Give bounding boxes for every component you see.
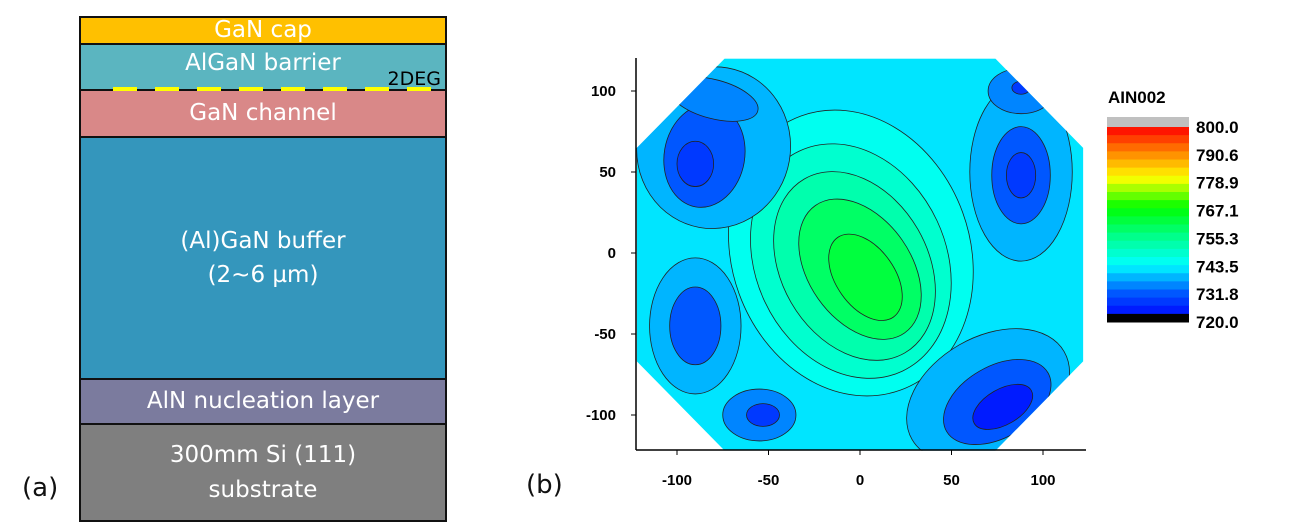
colorbar-band (1107, 192, 1189, 201)
contour-region (669, 286, 722, 366)
contour-region (746, 403, 780, 427)
colorbar-tick-label: 731.8 (1196, 285, 1239, 304)
contour-region (1011, 80, 1031, 95)
layer-si-substrate: 300mm Si (111) substrate (81, 425, 445, 520)
colorbar-tick-label: 800.0 (1196, 118, 1239, 137)
layer-label: (Al)GaN buffer (180, 227, 346, 254)
contour-layers (636, 58, 1084, 451)
colorbar-band (1107, 167, 1189, 177)
contour-region (972, 383, 1034, 430)
2deg-dashed-line (81, 87, 445, 93)
layer-label: GaN cap (214, 17, 312, 44)
layer-label: 300mm Si (111) (169, 442, 357, 468)
2deg-label: 2DEG (387, 68, 441, 90)
layer-aln-nucleation: AlN nucleation layer (81, 380, 445, 425)
colorbar-band (1107, 305, 1189, 315)
x-tick-label: -100 (662, 472, 692, 489)
colorbar-band (1107, 143, 1189, 152)
panel-a-label: (a) (22, 473, 59, 503)
colorbar-band (1107, 216, 1189, 225)
colorbar-band (1107, 248, 1189, 258)
x-tick-label: -50 (758, 472, 780, 489)
layer-sublabel: (2~6 µm) (207, 262, 319, 288)
x-tick-label: 0 (856, 472, 864, 489)
colorbar-band (1107, 183, 1189, 193)
y-tick-label: -100 (586, 407, 616, 424)
layer-label: AlGaN barrier (185, 49, 341, 76)
colorbar-overflow (1107, 117, 1189, 127)
colorbar-band (1107, 151, 1189, 160)
y-tick-label: 100 (591, 83, 616, 100)
colorbar-band (1107, 200, 1189, 209)
colorbar-band (1107, 297, 1189, 307)
colorbar-tick-label: 778.9 (1196, 174, 1239, 193)
colorbar-band (1107, 281, 1189, 290)
x-tick-label: 50 (943, 472, 960, 489)
colorbar-title: AIN002 (1108, 88, 1166, 107)
colorbar-tick-label: 720.0 (1196, 313, 1239, 332)
colorbar-tick-label: 755.3 (1196, 229, 1239, 248)
colorbar-band (1107, 289, 1189, 299)
contour-region (1005, 152, 1037, 199)
colorbar-band (1107, 273, 1189, 282)
layer-gan-channel: GaN channel (81, 91, 445, 138)
colorbar-band (1107, 127, 1189, 136)
layer-label: AlN nucleation layer (146, 388, 380, 415)
panel-b-label: (b) (526, 470, 563, 500)
layer-buffer: (Al)GaN buffer (2~6 µm) (81, 138, 445, 380)
colorbar-band (1107, 240, 1189, 250)
layer-gan-cap: GaN cap (81, 17, 445, 45)
y-tick-label: 50 (599, 164, 616, 181)
colorbar-band (1107, 257, 1189, 266)
colorbar-band (1107, 313, 1189, 323)
colorbar-tick-label: 743.5 (1196, 257, 1239, 276)
colorbar-band (1107, 265, 1189, 274)
layer-sublabel: substrate (208, 476, 318, 503)
colorbar-band (1107, 135, 1189, 144)
colorbar-band (1107, 208, 1189, 217)
layer-stack: GaN cap AlGaN barrier 2DEG GaN channel (… (79, 16, 447, 522)
colorbar-band (1107, 232, 1189, 242)
colorbar-tick-label: 767.1 (1196, 202, 1239, 221)
colorbar-band (1107, 159, 1189, 169)
contour-region (676, 140, 714, 187)
x-tick-label: 100 (1030, 472, 1055, 489)
colorbar-band (1107, 175, 1189, 185)
colorbar-band (1107, 224, 1189, 234)
layer-label: GaN channel (189, 100, 337, 127)
y-tick-label: 0 (608, 245, 616, 262)
colorbar-tick-label: 790.6 (1196, 146, 1239, 165)
y-tick-label: -50 (594, 326, 616, 343)
layer-algan-barrier: AlGaN barrier 2DEG (81, 45, 445, 93)
contour-region (828, 233, 903, 321)
